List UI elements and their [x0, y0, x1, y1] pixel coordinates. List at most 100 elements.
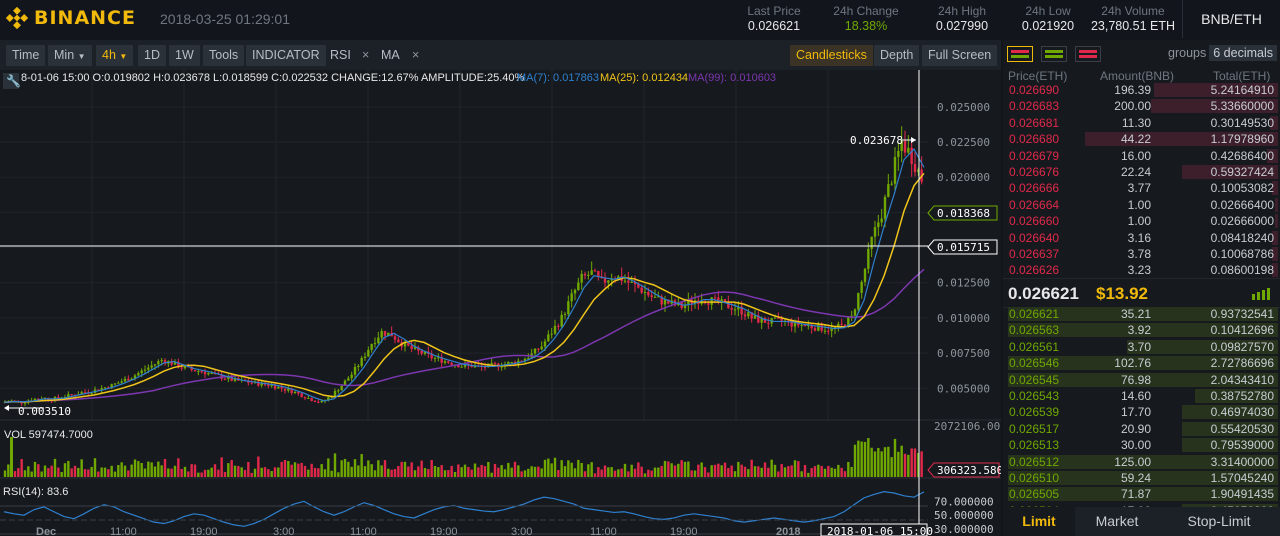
groups-selector[interactable]: groups 6 decimals	[1168, 45, 1277, 61]
ask-row[interactable]: 0.026681 11.30 0.30149530	[1003, 115, 1278, 131]
candle-body	[413, 347, 417, 349]
ask-row[interactable]: 0.026683 200.00 5.33660000	[1003, 98, 1278, 114]
candle-body	[637, 284, 640, 288]
bid-row[interactable]: 0.026513 30.00 0.79539000	[1003, 437, 1278, 453]
candle-body	[207, 373, 210, 375]
volume-bar	[917, 453, 920, 477]
bid-row[interactable]: 0.026510 59.24 1.57045240	[1003, 470, 1278, 486]
min-dropdown[interactable]: Min ▼	[48, 45, 92, 66]
bid-row[interactable]: 0.026539 17.70 0.46974030	[1003, 404, 1278, 420]
candle-body	[157, 361, 160, 365]
volume-bar	[243, 469, 247, 477]
volume-bar	[580, 462, 583, 477]
indicator-button[interactable]: INDICATOR	[246, 45, 326, 66]
ask-price: 0.026664	[1009, 197, 1060, 212]
high-stat: 24h High 0.027990	[924, 4, 1000, 33]
ask-row[interactable]: 0.026676 22.24 0.59327424	[1003, 164, 1278, 180]
time-tick-label: 2018	[776, 526, 800, 536]
bid-row[interactable]: 0.026543 14.60 0.38752780	[1003, 388, 1278, 404]
ma-close-icon[interactable]: ×	[412, 48, 420, 62]
pair-selector[interactable]: BNB/ETH	[1182, 0, 1280, 38]
candle-body	[353, 367, 357, 375]
bid-row[interactable]: 0.026621 35.21 0.93732541	[1003, 306, 1278, 322]
rsi-close-icon[interactable]: ×	[362, 48, 370, 62]
fullscreen-button[interactable]: Full Screen	[922, 45, 998, 66]
volume-bar	[550, 463, 553, 477]
candle-body	[567, 301, 570, 315]
candle-body	[843, 324, 847, 327]
bid-amount: 3.92	[1127, 323, 1151, 338]
volume-bar	[60, 472, 63, 477]
tab-market[interactable]: Market	[1095, 513, 1139, 529]
ma-indicator-tag[interactable]: MA	[381, 48, 400, 62]
candle-body	[380, 330, 383, 338]
view-bids-icon[interactable]	[1041, 46, 1067, 62]
view-asks-icon[interactable]	[1075, 46, 1101, 62]
candle-body	[717, 297, 720, 303]
tab-stop-limit[interactable]: Stop-Limit	[1187, 513, 1251, 529]
ask-row[interactable]: 0.026640 3.16 0.08418240	[1003, 230, 1278, 246]
ask-row[interactable]: 0.026690 196.39 5.24164910	[1003, 82, 1278, 98]
volume-bar	[133, 459, 137, 477]
rsi-indicator-tag[interactable]: RSI	[330, 48, 351, 62]
depth-button[interactable]: Depth	[874, 45, 920, 66]
volume-bar	[833, 468, 837, 477]
time-tick-label: 3:00	[511, 526, 532, 536]
ask-row[interactable]: 0.026680 44.22 1.17978960	[1003, 131, 1278, 147]
candle-body	[840, 323, 843, 325]
ask-row[interactable]: 0.026660 1.00 0.02666000	[1003, 213, 1278, 229]
candle-body	[860, 281, 863, 293]
time-tick-label: 19:00	[670, 526, 698, 536]
volume-bar	[483, 466, 487, 477]
volume-bar	[590, 462, 593, 477]
candle-body	[773, 317, 777, 319]
ask-total: 0.08600198	[1210, 263, 1274, 278]
candle-body	[460, 366, 463, 368]
volume-bar	[330, 470, 333, 477]
candle-body	[880, 218, 883, 223]
volume-bar	[497, 467, 500, 477]
wrench-icon-bg[interactable]	[3, 73, 19, 89]
ma99-legend: MA(99): 0.010603	[688, 72, 776, 84]
time-button[interactable]: Time	[6, 45, 46, 66]
change-label: 24h Change	[833, 4, 899, 18]
bid-row[interactable]: 0.026561 3.70 0.09827570	[1003, 339, 1278, 355]
candlesticks-button[interactable]: Candlesticks	[790, 45, 873, 66]
candlestick-chart[interactable]: 0.0250000.0225000.0200000.0175000.015000…	[0, 70, 1001, 536]
volume-bar	[783, 467, 787, 477]
last-trade-row: 0.026621 $13.92	[1003, 278, 1280, 308]
ask-row[interactable]: 0.026626 3.23 0.08600198	[1003, 262, 1278, 278]
candle-body	[790, 320, 793, 327]
crosshair-time-box	[820, 523, 928, 536]
ask-row[interactable]: 0.026679 16.00 0.42686400	[1003, 148, 1278, 164]
tab-limit[interactable]: Limit	[1003, 507, 1075, 536]
bid-row[interactable]: 0.026517 20.90 0.55420530	[1003, 421, 1278, 437]
candle-body	[767, 322, 770, 324]
volume-bar	[670, 463, 673, 477]
candle-body	[437, 357, 440, 359]
candle-body	[313, 401, 317, 403]
bid-row[interactable]: 0.026563 3.92 0.10412696	[1003, 322, 1278, 338]
volume-bar	[193, 464, 197, 477]
binance-logo[interactable]: BINANCE	[6, 7, 136, 29]
bid-row[interactable]: 0.026545 76.98 2.04343410	[1003, 372, 1278, 388]
ask-row[interactable]: 0.026637 3.78 0.10068786	[1003, 246, 1278, 262]
bid-row[interactable]: 0.026505 71.87 1.90491435	[1003, 486, 1278, 502]
view-both-icon[interactable]	[1007, 46, 1033, 62]
volume-bar	[427, 469, 430, 477]
interval-1w-button[interactable]: 1W	[169, 45, 200, 66]
ask-row[interactable]: 0.026666 3.77 0.10053082	[1003, 180, 1278, 196]
rsi-line	[3, 491, 925, 527]
crosshair-price-value: 0.015715	[937, 241, 990, 254]
ask-row[interactable]: 0.026664 1.00 0.02666400	[1003, 197, 1278, 213]
bid-row[interactable]: 0.026546 102.76 2.72786696	[1003, 355, 1278, 371]
volume-bar	[857, 440, 860, 477]
candle-body	[650, 295, 653, 298]
volume-bar	[343, 458, 347, 477]
candle-body	[630, 281, 633, 283]
interval-1d-button[interactable]: 1D	[138, 45, 166, 66]
bid-row[interactable]: 0.026512 125.00 3.31400000	[1003, 454, 1278, 470]
tools-button[interactable]: Tools	[203, 45, 245, 66]
volume-bar	[267, 469, 270, 477]
interval-dropdown[interactable]: 4h ▼	[96, 45, 134, 66]
